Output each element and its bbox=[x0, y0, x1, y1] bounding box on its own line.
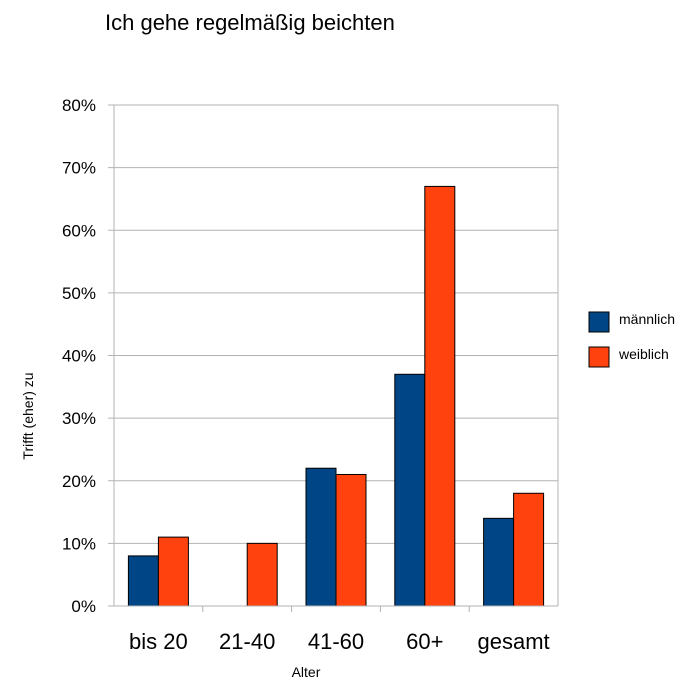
legend-swatch-weiblich bbox=[588, 346, 610, 368]
legend-label: männlich bbox=[619, 311, 675, 327]
y-axis-label: Trifft (eher) zu bbox=[20, 372, 36, 459]
bars bbox=[127, 185, 545, 607]
y-tick-label: 50% bbox=[62, 284, 96, 303]
bar-weiblich-21-40 bbox=[246, 542, 278, 607]
bar-männlich-gesamt bbox=[483, 517, 515, 607]
y-tick-label: 30% bbox=[62, 409, 96, 428]
x-tick-label: 60+ bbox=[406, 629, 443, 654]
chart-title: Ich gehe regelmäßig beichten bbox=[105, 10, 395, 35]
bar-weiblich-gesamt bbox=[513, 492, 545, 607]
y-tick-label: 40% bbox=[62, 347, 96, 366]
bar-weiblich-60+ bbox=[424, 185, 456, 607]
axes bbox=[108, 104, 559, 612]
x-tick-label: 41-60 bbox=[308, 629, 364, 654]
y-tick-labels: 0% 10% 20% 30% 40% 50% 60% 70% 80% bbox=[62, 96, 96, 616]
x-axis-label: Alter bbox=[292, 664, 321, 680]
legend: männlich weiblich bbox=[588, 311, 675, 368]
bar-männlich-60+ bbox=[394, 373, 426, 607]
x-tick-label: bis 20 bbox=[129, 629, 188, 654]
y-tick-label: 10% bbox=[62, 534, 96, 553]
x-tick-label: 21-40 bbox=[219, 629, 275, 654]
bar-männlich-bis 20 bbox=[127, 555, 159, 607]
bar-männlich-41-60 bbox=[305, 467, 337, 607]
y-tick-label: 70% bbox=[62, 159, 96, 178]
bar-weiblich-41-60 bbox=[335, 473, 367, 607]
legend-label: weiblich bbox=[618, 346, 669, 362]
y-tick-label: 0% bbox=[71, 597, 96, 616]
bar-weiblich-bis 20 bbox=[157, 536, 189, 607]
x-tick-label: gesamt bbox=[478, 629, 550, 654]
x-tick-labels: bis 20 21-40 41-60 60+ gesamt bbox=[129, 629, 550, 654]
y-tick-label: 80% bbox=[62, 96, 96, 115]
y-tick-label: 60% bbox=[62, 221, 96, 240]
y-tick-label: 20% bbox=[62, 472, 96, 491]
legend-swatch-männlich bbox=[588, 311, 610, 333]
